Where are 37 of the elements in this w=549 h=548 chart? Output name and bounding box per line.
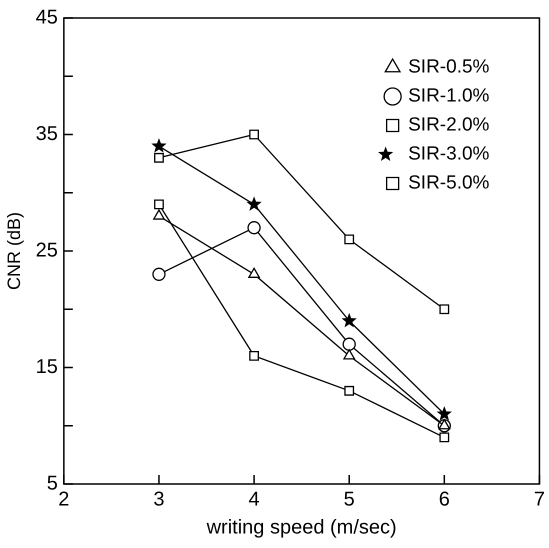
- x-tick-label: 7: [534, 488, 545, 511]
- y-tick-label: 25: [36, 240, 58, 262]
- y-tick-label: 5: [46, 472, 58, 495]
- legend-label: SIR-5.0%: [408, 172, 490, 194]
- point: [152, 268, 166, 281]
- point: [436, 406, 452, 421]
- y-tick-label: 15: [36, 356, 58, 378]
- x-tick-label: 2: [58, 488, 70, 511]
- point: [439, 432, 450, 442]
- point: [246, 196, 262, 211]
- y-tick-label: 45: [36, 6, 58, 29]
- legend-label: SIR-2.0%: [408, 114, 490, 136]
- x-tick-label: 5: [344, 488, 355, 511]
- x-tick-label: 3: [153, 488, 165, 511]
- point: [342, 312, 357, 328]
- point: [342, 338, 356, 351]
- point: [439, 304, 450, 314]
- legend-label: SIR-3.0%: [408, 144, 490, 165]
- x-tick-label: 6: [438, 488, 450, 511]
- legend-label: SIR-1.0%: [408, 86, 490, 107]
- point: [344, 234, 354, 244]
- point: [438, 419, 450, 430]
- y-axis-title: CNR (dB): [4, 212, 24, 290]
- point: [154, 152, 164, 163]
- x-axis-title: writing speed (m/sec): [206, 516, 397, 539]
- point: [249, 350, 259, 361]
- point: [344, 386, 354, 396]
- point: [343, 349, 356, 360]
- point: [248, 268, 260, 278]
- y-tick-label: 35: [36, 123, 58, 146]
- legend-label: SIR-0.5%: [408, 56, 490, 78]
- point: [151, 138, 167, 153]
- point: [154, 200, 164, 210]
- point: [247, 221, 261, 234]
- point: [153, 209, 165, 220]
- point: [249, 130, 259, 140]
- x-tick-label: 4: [248, 488, 260, 511]
